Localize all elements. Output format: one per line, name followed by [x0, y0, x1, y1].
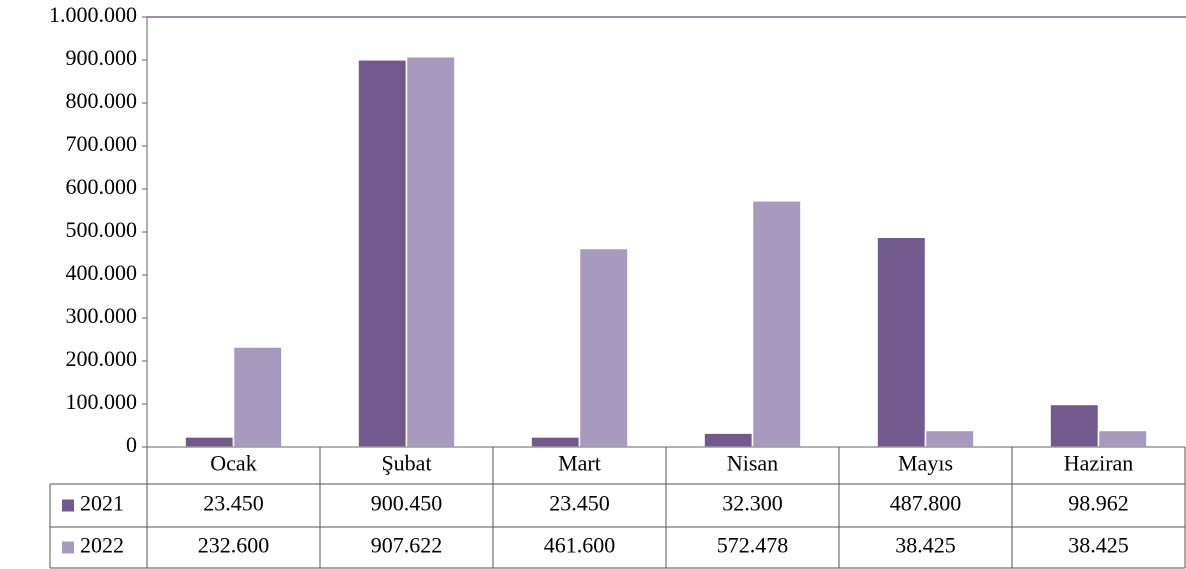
- x-tick-label: Ocak: [210, 451, 256, 476]
- y-tick-label: 900.000: [66, 45, 138, 70]
- table-value: 32.300: [722, 491, 783, 516]
- bar: [530, 436, 581, 448]
- legend-swatch: [62, 499, 74, 512]
- bar: [232, 346, 283, 448]
- bar: [876, 236, 927, 448]
- bar: [184, 436, 235, 448]
- x-tick-label: Şubat: [381, 451, 431, 476]
- x-tick-label: Nisan: [727, 451, 778, 476]
- x-tick-label: Haziran: [1064, 451, 1134, 476]
- table-value: 23.450: [549, 491, 610, 516]
- table-value: 232.600: [198, 533, 270, 558]
- y-tick-label: 400.000: [66, 260, 138, 285]
- bar: [357, 59, 408, 448]
- x-tick-label: Mart: [558, 451, 601, 476]
- y-tick-label: 300.000: [66, 303, 138, 328]
- legend-label: 2022: [80, 533, 124, 558]
- y-tick-label: 0: [126, 432, 137, 457]
- y-tick-label: 1.000.000: [49, 2, 137, 27]
- y-tick-label: 800.000: [66, 88, 138, 113]
- table-value: 98.962: [1068, 491, 1129, 516]
- bar: [578, 247, 629, 448]
- table-value: 23.450: [203, 491, 264, 516]
- bar: [1049, 403, 1100, 448]
- x-tick-label: Mayıs: [898, 451, 953, 476]
- bar: [703, 432, 754, 448]
- y-tick-label: 100.000: [66, 389, 138, 414]
- table-value: 900.450: [371, 491, 443, 516]
- legend-swatch: [62, 541, 74, 554]
- y-tick-label: 500.000: [66, 217, 138, 242]
- table-value: 907.622: [371, 533, 443, 558]
- y-tick-label: 600.000: [66, 174, 138, 199]
- bar: [1097, 429, 1148, 448]
- table-value: 38.425: [1068, 533, 1129, 558]
- table-value: 487.800: [890, 491, 962, 516]
- legend-label: 2021: [80, 491, 124, 516]
- table-value: 461.600: [544, 533, 616, 558]
- bar: [924, 429, 975, 448]
- bar: [405, 55, 456, 448]
- y-tick-label: 700.000: [66, 131, 138, 156]
- bar: [751, 200, 802, 448]
- table-value: 572.478: [717, 533, 789, 558]
- table-value: 38.425: [895, 533, 956, 558]
- y-tick-label: 200.000: [66, 346, 138, 371]
